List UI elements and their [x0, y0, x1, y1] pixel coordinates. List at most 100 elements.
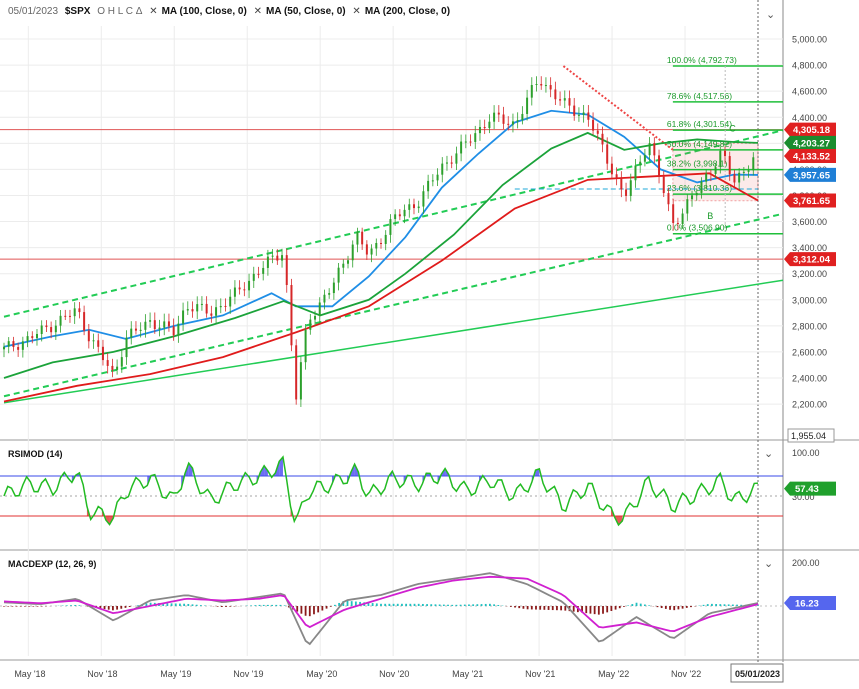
price-candle — [248, 280, 251, 291]
y-tick-label: 2,600.00 — [792, 347, 827, 357]
y-tick-label: 2,400.00 — [792, 373, 827, 383]
macd-histogram-bar — [522, 606, 525, 609]
y-tick-label: 2,200.00 — [792, 400, 827, 410]
price-candle — [139, 329, 142, 331]
macd-histogram-bar — [3, 606, 5, 607]
price-candle — [455, 153, 458, 164]
price-candle — [276, 255, 279, 261]
price-candle — [215, 307, 218, 316]
macd-histogram-bar — [354, 601, 357, 606]
x-end-label-box — [730, 663, 784, 683]
x-end-label: 05/01/2023 — [735, 669, 780, 679]
macd-histogram-bar — [493, 604, 495, 606]
price-tag — [784, 167, 836, 182]
macd-histogram-bar — [702, 604, 705, 606]
rsi-oversold-fill — [618, 516, 623, 525]
trend-channel-line — [3, 279, 784, 404]
macd-histogram-bar — [681, 606, 684, 609]
y-tick-label: 4,800.00 — [792, 61, 827, 71]
price-candle — [516, 120, 519, 122]
macd-histogram-bar — [664, 606, 667, 609]
rsi-overbought-fill — [279, 456, 283, 476]
y-tick-label: 2,800.00 — [792, 321, 827, 331]
macd-histogram-bar — [648, 605, 650, 606]
macd-line — [3, 572, 759, 646]
price-tag — [784, 193, 836, 208]
macd-histogram-bar — [518, 606, 521, 609]
macd-histogram-bar — [74, 604, 77, 606]
x-tick-label: Nov '22 — [671, 669, 701, 679]
price-candle — [549, 85, 552, 90]
price-candle — [224, 305, 227, 307]
price-candle — [469, 141, 472, 143]
price-candle — [243, 289, 246, 291]
price-candle — [639, 161, 642, 166]
macd-histogram-bar — [430, 604, 433, 606]
macd-histogram-bar — [618, 606, 621, 609]
macd-histogram-bar — [731, 604, 734, 606]
macd-histogram-bar — [149, 602, 152, 606]
macd-histogram-bar — [24, 606, 26, 607]
price-candle — [610, 163, 613, 175]
macd-histogram-bar — [489, 603, 491, 606]
price-candle — [672, 204, 675, 223]
macd-histogram-bar — [313, 606, 315, 615]
price-candle — [252, 273, 255, 281]
price-candle — [68, 315, 71, 317]
price-candle — [59, 315, 62, 326]
main-panel-chevron-icon[interactable]: ⌄ — [766, 9, 776, 21]
y-tick-label: 3,000.00 — [792, 295, 827, 305]
price-candle — [417, 206, 420, 209]
macd-histogram-bar — [225, 606, 227, 607]
macd-histogram-bar — [367, 602, 370, 606]
price-tag — [784, 252, 836, 267]
price-candle — [186, 309, 189, 311]
price-candle — [285, 255, 288, 286]
overlay-ma100[interactable]: MA (100, Close, 0) — [161, 6, 247, 17]
price-candle — [106, 360, 109, 366]
macd-histogram-bar — [539, 606, 542, 610]
price-candle — [149, 320, 152, 322]
macd-histogram-bar — [99, 606, 102, 609]
price-candle — [695, 192, 698, 196]
overlay-ma200[interactable]: MA (200, Close, 0) — [364, 6, 451, 17]
price-candle — [257, 273, 260, 275]
price-candle — [7, 341, 10, 347]
macd-histogram-bar — [103, 606, 106, 610]
macd-histogram-bar — [463, 604, 466, 606]
x-tick-label: May '20 — [306, 669, 337, 679]
price-candle — [295, 345, 298, 400]
price-candle — [554, 89, 557, 100]
fib-level-label: 0.0% (3,506.90) — [667, 223, 728, 233]
macd-histogram-bar — [459, 604, 462, 606]
macd-histogram-bar — [137, 605, 139, 606]
price-candle — [266, 256, 269, 268]
price-candle — [78, 308, 81, 313]
macd-histogram-bar — [740, 604, 743, 606]
macd-panel-chevron-icon: ⌄ — [764, 558, 773, 570]
macd-histogram-bar — [685, 606, 688, 608]
price-candle — [615, 174, 618, 179]
overlay-ma50[interactable]: MA (50, Close, 0) — [265, 6, 346, 17]
price-candle — [389, 219, 392, 235]
remove-overlay-200-icon[interactable]: ✕ — [352, 6, 361, 17]
price-candle — [625, 189, 628, 196]
header-symbol[interactable]: $SPX — [64, 6, 91, 17]
macd-histogram-bar — [589, 606, 592, 614]
price-candle — [573, 105, 576, 116]
remove-overlay-50-icon[interactable]: ✕ — [253, 6, 262, 17]
price-candle — [191, 309, 194, 312]
macd-histogram-bar — [120, 606, 123, 609]
macd-histogram-bar — [472, 604, 475, 606]
header-ohlc: O H L C Δ — [97, 6, 143, 17]
price-candle — [271, 255, 274, 257]
macd-histogram-bar — [480, 604, 483, 606]
price-candle — [361, 231, 364, 245]
macd-histogram-bar — [547, 606, 550, 610]
macd-histogram-bar — [442, 604, 445, 606]
price-candle — [507, 123, 510, 125]
macd-histogram-bar — [417, 603, 420, 606]
remove-overlay-100-icon[interactable]: ✕ — [149, 6, 158, 17]
price-candle — [634, 165, 637, 181]
